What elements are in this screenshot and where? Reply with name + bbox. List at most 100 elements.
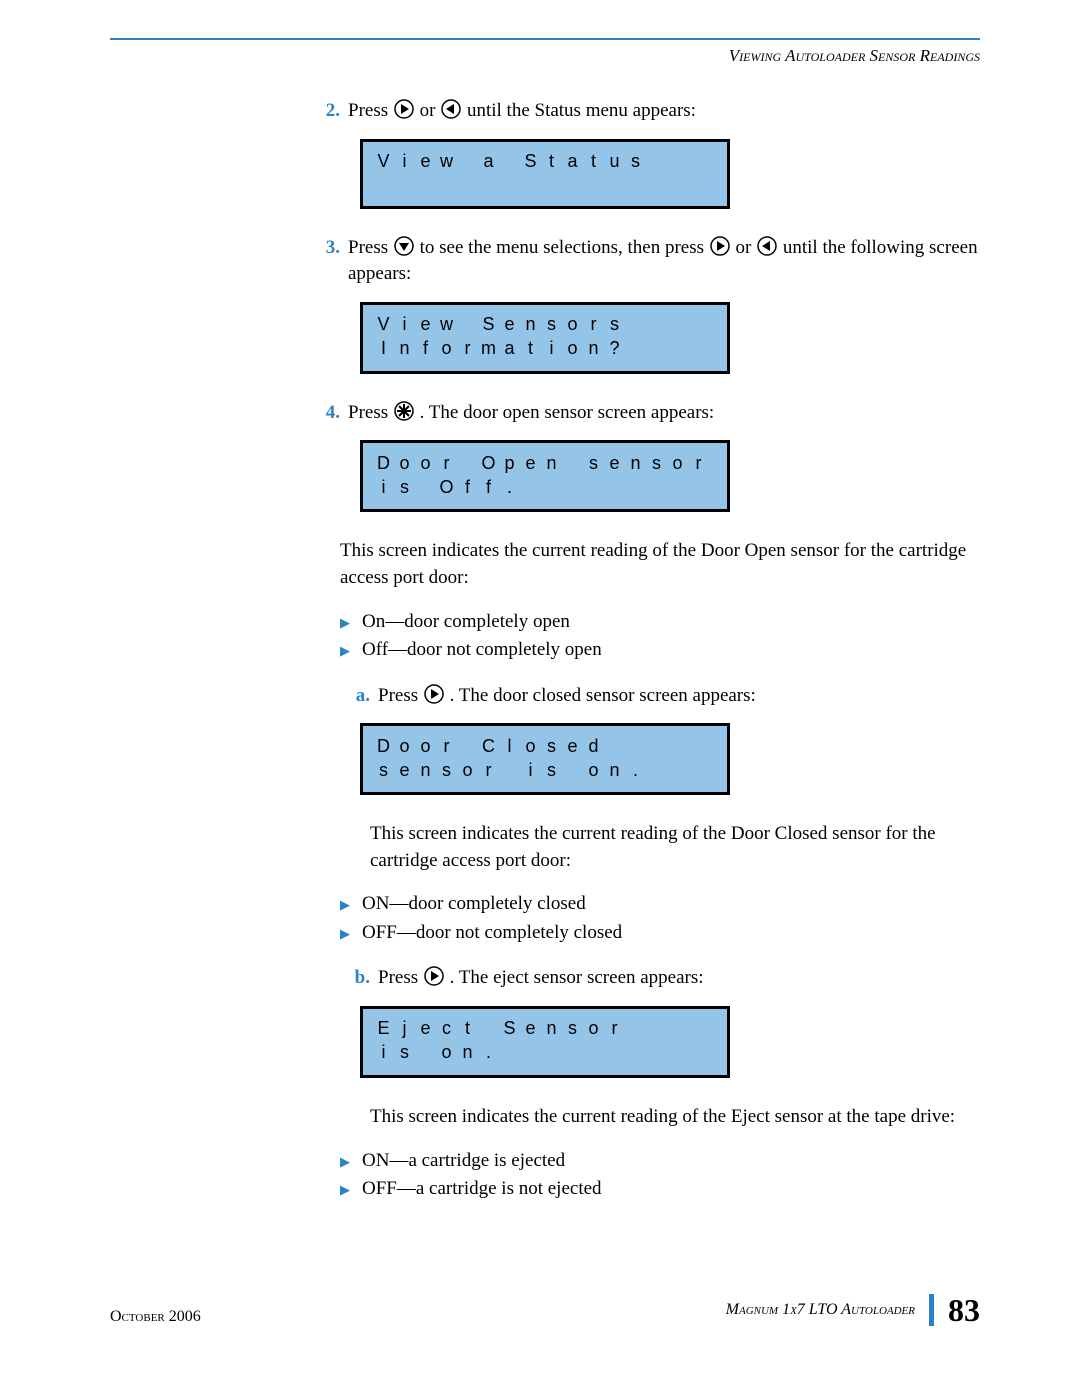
lcd-cell: e [394,760,415,781]
paragraph: This screen indicates the current readin… [370,1104,980,1131]
lcd-cell: e [520,453,541,474]
right-arrow-icon [423,965,445,987]
step-a-description: This screen indicates the current readin… [310,821,980,992]
lcd-cell: ? [604,338,625,359]
lcd-cell: s [604,314,625,335]
lcd-cell: S [520,151,541,172]
text: until the Status menu appears: [467,100,696,121]
lcd-cell: e [562,736,583,757]
step-number: 3. [310,235,348,288]
left-arrow-icon [440,98,462,120]
step-body: Press to see the menu selections, then p… [348,235,980,288]
lcd-cell: t [583,151,604,172]
lcd-cell: o [562,314,583,335]
lcd-cell: O [478,453,499,474]
text: Press [348,402,393,423]
bullet-list: ON—door completely closed OFF—door not c… [340,890,980,947]
lcd-cell: i [373,477,394,498]
lcd-cell: w [436,151,457,172]
lcd-cell: E [373,1018,394,1039]
lcd-cell: o [583,1018,604,1039]
lcd-cell: i [394,151,415,172]
bullet-list: On—door completely open Off—door not com… [340,608,980,665]
lcd-cell: e [604,453,625,474]
lcd-cell: n [583,338,604,359]
lcd-sensors: ViewSensorsInformation? [360,302,730,374]
lcd-cell: o [457,760,478,781]
text: or [420,100,441,121]
step-number: 4. [310,400,348,427]
lcd-cell: r [688,453,709,474]
lcd-cell: . [625,760,646,781]
lcd-cell: n [415,760,436,781]
footer-date: October 2006 [110,1308,201,1326]
lcd-cell: s [541,314,562,335]
lcd-cell: S [478,314,499,335]
list-item: On—door completely open [340,608,980,637]
right-arrow-icon [709,235,731,257]
lcd-cell: O [436,477,457,498]
list-item: ON—a cartridge is ejected [340,1147,980,1176]
lcd-cell: e [415,1018,436,1039]
lcd-cell: s [583,453,604,474]
lcd-cell: r [436,453,457,474]
lcd-cell: c [436,1018,457,1039]
lcd-cell: r [604,1018,625,1039]
lcd-cell: s [625,151,646,172]
lcd-cell: . [478,1042,499,1063]
lcd-cell: n [457,1042,478,1063]
text: Press [378,685,423,706]
lcd-cell: n [625,453,646,474]
lcd-cell: n [541,453,562,474]
lcd-cell: a [478,151,499,172]
lcd-cell: s [646,453,667,474]
lcd-row: DoorClosed [373,734,717,758]
lcd-cell: t [541,151,562,172]
paragraph: This screen indicates the current readin… [340,538,980,591]
lcd-row: Information? [373,337,717,361]
lcd-cell: o [436,1042,457,1063]
lcd-row: DoorOpensensor [373,451,717,475]
lcd-cell: t [520,338,541,359]
lcd-cell: e [520,1018,541,1039]
lcd-cell: i [373,1042,394,1063]
step-4: 4. Press . The door open sensor screen a… [310,400,980,427]
lcd-door-closed: DoorClosedsensorison. [360,723,730,795]
text: Press [348,237,393,258]
lcd-cell: o [667,453,688,474]
lcd-cell: f [415,338,436,359]
lcd-cell: o [520,736,541,757]
lcd-cell: s [541,760,562,781]
step-number: a. [340,683,378,710]
step-b: b. Press . The eject sensor screen appea… [340,965,980,992]
lcd-cell: d [583,736,604,757]
lcd-cell: I [373,338,394,359]
list-item: OFF—door not completely closed [340,919,980,948]
lcd-cell: i [520,760,541,781]
lcd-cell: n [604,760,625,781]
step-a: a. Press . The door closed sensor screen… [340,683,980,710]
lcd-cell: r [457,338,478,359]
lcd-cell: j [394,1018,415,1039]
lcd-cell: V [373,151,394,172]
lcd-cell: D [373,453,394,474]
lcd-cell: s [394,1042,415,1063]
lcd-cell: o [394,736,415,757]
lcd-cell: r [583,314,604,335]
list-item: ON—door completely closed [340,890,980,919]
right-arrow-icon [423,683,445,705]
lcd-cell: o [394,453,415,474]
top-rule [110,38,980,40]
paragraph: This screen indicates the current readin… [370,821,980,874]
lcd-cell: n [394,338,415,359]
lcd-cell: s [394,477,415,498]
lcd-cell: n [541,1018,562,1039]
list-item: Off—door not completely open [340,636,980,665]
section-header: Viewing Autoloader Sensor Readings [110,46,980,66]
step-body: Press or until the Status menu appears: [348,98,980,125]
lcd-cell: o [583,760,604,781]
lcd-cell: r [478,760,499,781]
bullet-list: ON—a cartridge is ejected OFF—a cartridg… [340,1147,980,1204]
lcd-row: ViewSensors [373,313,717,337]
lcd-cell: f [457,477,478,498]
